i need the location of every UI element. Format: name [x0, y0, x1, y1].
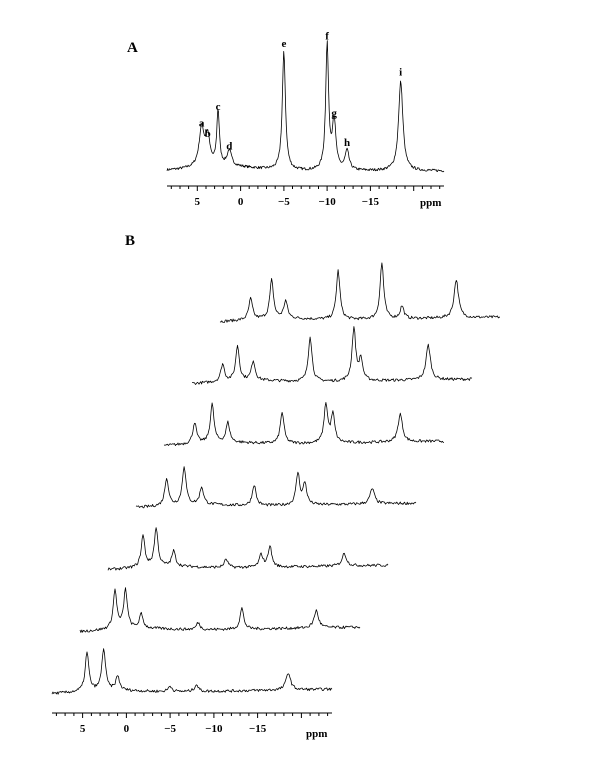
panel-a-peak-labels: ab c d e f g h i [199, 31, 402, 153]
panel-b-tick-label: 0 [124, 723, 130, 735]
stacked-spectrum-trace [192, 326, 473, 385]
stacked-spectrum-trace [79, 587, 361, 633]
panel-a-tick-label: 5 [195, 196, 201, 208]
panel-a-spectrum [166, 40, 445, 173]
peak-label-h: h [344, 137, 350, 149]
panel-a-tick-label: −15 [362, 196, 380, 208]
stacked-spectrum-trace [163, 402, 445, 446]
peak-label-g: g [331, 107, 337, 119]
peak-label-i: i [399, 66, 402, 78]
peak-label-f: f [325, 31, 329, 43]
panel-b-x-axis-label: ppm [306, 728, 327, 740]
stacked-spectrum-trace [135, 466, 417, 509]
panel-a-x-axis: 5 0 −5 −10 −15 [167, 185, 444, 208]
panel-b-tick-label: −5 [164, 723, 176, 735]
panel-a-spectrum-trace [166, 40, 445, 173]
panel-a-label: A [127, 40, 138, 56]
panel-a-tick-label: 0 [238, 196, 244, 208]
stacked-spectrum-trace [219, 262, 501, 323]
stacked-spectrum-trace [51, 648, 333, 695]
stacked-spectrum-trace [107, 527, 389, 571]
panel-b-label: B [125, 233, 135, 249]
panel-b-tick-label: −10 [205, 723, 223, 735]
peak-label-e: e [281, 38, 286, 50]
panel-b-tick-label: 5 [80, 723, 86, 735]
panel-b-stacked-spectra [51, 262, 501, 695]
panel-a-tick-label: −5 [278, 196, 290, 208]
panel-b-tick-label: −15 [249, 723, 267, 735]
panel-a: A ab c d e f g h i 5 0 −5 −10 −15 ppm [127, 31, 445, 209]
panel-a-x-axis-label: ppm [420, 197, 441, 209]
panel-b-x-axis: 5 0 −5 −10 −15 [52, 712, 332, 735]
peak-label-b: b [205, 128, 211, 140]
panel-a-tick-label: −10 [318, 196, 336, 208]
peak-label-d: d [226, 141, 232, 153]
peak-label-c: c [216, 101, 221, 113]
peak-label-a: a [199, 118, 205, 130]
panel-b: B 5 0 −5 −10 −15 ppm [51, 233, 501, 740]
